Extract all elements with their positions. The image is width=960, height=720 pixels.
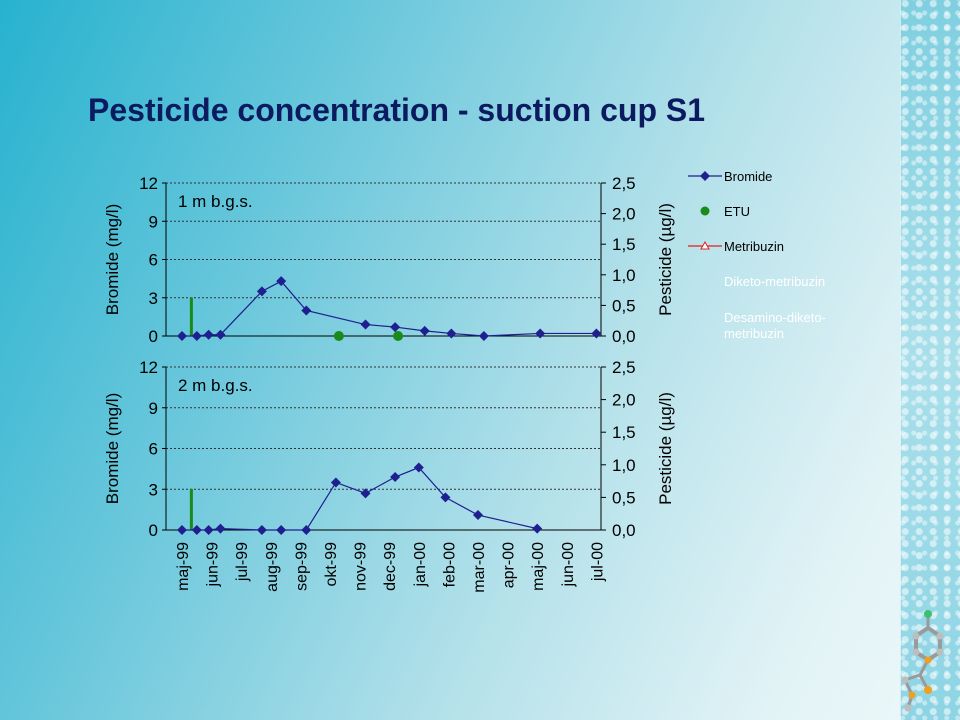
depth-label: 1 m b.g.s. (178, 192, 253, 211)
left-tick-label: 12 (139, 174, 158, 193)
etu-point (393, 331, 404, 341)
slide-title: Pesticide concentration - suction cup S1 (88, 92, 706, 128)
x-tick-label: jun-99 (205, 542, 222, 588)
y-axis-title-right: Pesticide (µg/l) (656, 203, 675, 316)
legend-label: Diketo-metribuzin (724, 274, 825, 289)
left-tick-label: 12 (139, 358, 158, 377)
bromide-point (390, 472, 401, 483)
right-tick-label: 2,0 (612, 391, 636, 410)
legend-label: ETU (724, 204, 750, 219)
right-tick-label: 0,0 (612, 521, 636, 540)
left-tick-label: 9 (149, 212, 158, 231)
bromide-point (532, 523, 543, 534)
right-tick-label: 2,5 (612, 358, 636, 377)
bromide-point (535, 328, 546, 339)
water-drop-side-strip (900, 0, 960, 720)
legend-label: Metribuzin (724, 239, 784, 254)
etu-point (333, 331, 344, 341)
x-tick-label: apr-00 (501, 542, 518, 588)
bromide-point (419, 325, 430, 336)
bromide-point (473, 510, 483, 521)
bromide-point (256, 286, 267, 297)
x-tick-label: maj-99 (175, 542, 192, 591)
bromide-point (203, 329, 214, 340)
bromide-point (591, 328, 602, 339)
right-tick-label: 2,0 (612, 205, 636, 224)
x-tick-label: jul-00 (589, 542, 606, 582)
x-tick-label: mar-00 (471, 542, 488, 593)
x-tick-label: feb-00 (441, 542, 458, 587)
bromide-point (191, 331, 202, 341)
legend-label: Desamino-diketo- metribuzin (724, 310, 830, 341)
bromide-point (215, 523, 226, 534)
x-tick-label: sep-99 (293, 542, 310, 591)
right-tick-label: 1,5 (612, 235, 636, 254)
depth-label: 2 m b.g.s. (178, 376, 253, 395)
x-tick-label: jul-99 (234, 542, 251, 582)
chart-legend: Bromide ETU Metribuzin Diketo-metribuzin… (688, 169, 830, 341)
bromide-line (182, 280, 597, 337)
left-tick-label: 3 (149, 480, 158, 499)
y-axis-title-left: Bromide (mg/l) (103, 393, 122, 504)
bromide-line (182, 466, 538, 531)
right-tick-label: 1,5 (612, 423, 636, 442)
legend-item-bromide: Bromide (688, 169, 772, 184)
left-tick-label: 0 (149, 521, 158, 540)
x-tick-label: jan-00 (412, 542, 429, 588)
left-tick-label: 3 (149, 289, 158, 308)
bromide-point (301, 305, 312, 316)
right-tick-label: 0,5 (612, 296, 636, 315)
bromide-point (360, 319, 371, 330)
bromide-point (446, 328, 457, 339)
chart-panel-1: 12 9 6 3 0 2,5 2,0 1,5 1,0 0,5 0,0 Bromide (mg/l) Pe… (103, 174, 675, 346)
chart-panel-2: 12 9 6 3 0 2,5 2,0 1,5 1,0 0,5 0,0 Bromide (mg/l) Pe… (103, 358, 675, 540)
left-tick-label: 6 (149, 251, 158, 270)
x-tick-label: okt-99 (323, 542, 340, 587)
y-axis-title-left: Bromide (mg/l) (103, 204, 122, 315)
legend-item-desamino-diketo-metribuzin: Desamino-diketo- metribuzin (724, 310, 830, 341)
bromide-point (360, 488, 371, 499)
right-tick-label: 1,0 (612, 456, 636, 475)
bromide-point (256, 525, 267, 535)
bromide-point (301, 525, 312, 535)
left-tick-label: 9 (149, 399, 158, 418)
legend-item-etu: ETU (700, 204, 750, 219)
x-tick-label: maj-00 (530, 542, 547, 591)
bromide-point (203, 525, 214, 535)
molecule-icon (901, 610, 944, 712)
right-tick-label: 1,0 (612, 266, 636, 285)
x-tick-label: nov-99 (353, 542, 370, 591)
x-axis-labels: maj-99 jun-99 jul-99 aug-99 sep-99 okt-99 nov-… (175, 542, 606, 593)
x-tick-label: aug-99 (264, 542, 281, 592)
bromide-point (330, 477, 341, 488)
legend-label: Bromide (724, 169, 772, 184)
right-tick-label: 2,5 (612, 174, 636, 193)
bromide-point (478, 331, 489, 341)
bromide-point (177, 331, 187, 341)
bromide-point (413, 462, 424, 473)
left-tick-label: 0 (149, 327, 158, 346)
right-tick-label: 0,5 (612, 488, 636, 507)
left-tick-label: 6 (149, 440, 158, 459)
x-tick-label: jun-00 (560, 542, 577, 588)
bromide-point (440, 492, 451, 503)
bromide-point (276, 525, 287, 535)
y-axis-title-right: Pesticide (µg/l) (656, 392, 675, 505)
bromide-point (215, 329, 226, 340)
legend-item-metribuzin: Metribuzin (688, 239, 784, 254)
bromide-point (177, 525, 187, 535)
bromide-point (191, 525, 202, 535)
legend-item-diketo-metribuzin: Diketo-metribuzin (724, 274, 825, 289)
bromide-point (390, 322, 401, 333)
bromide-point (276, 276, 287, 287)
right-tick-label: 0,0 (612, 327, 636, 346)
x-tick-label: dec-99 (382, 542, 399, 591)
